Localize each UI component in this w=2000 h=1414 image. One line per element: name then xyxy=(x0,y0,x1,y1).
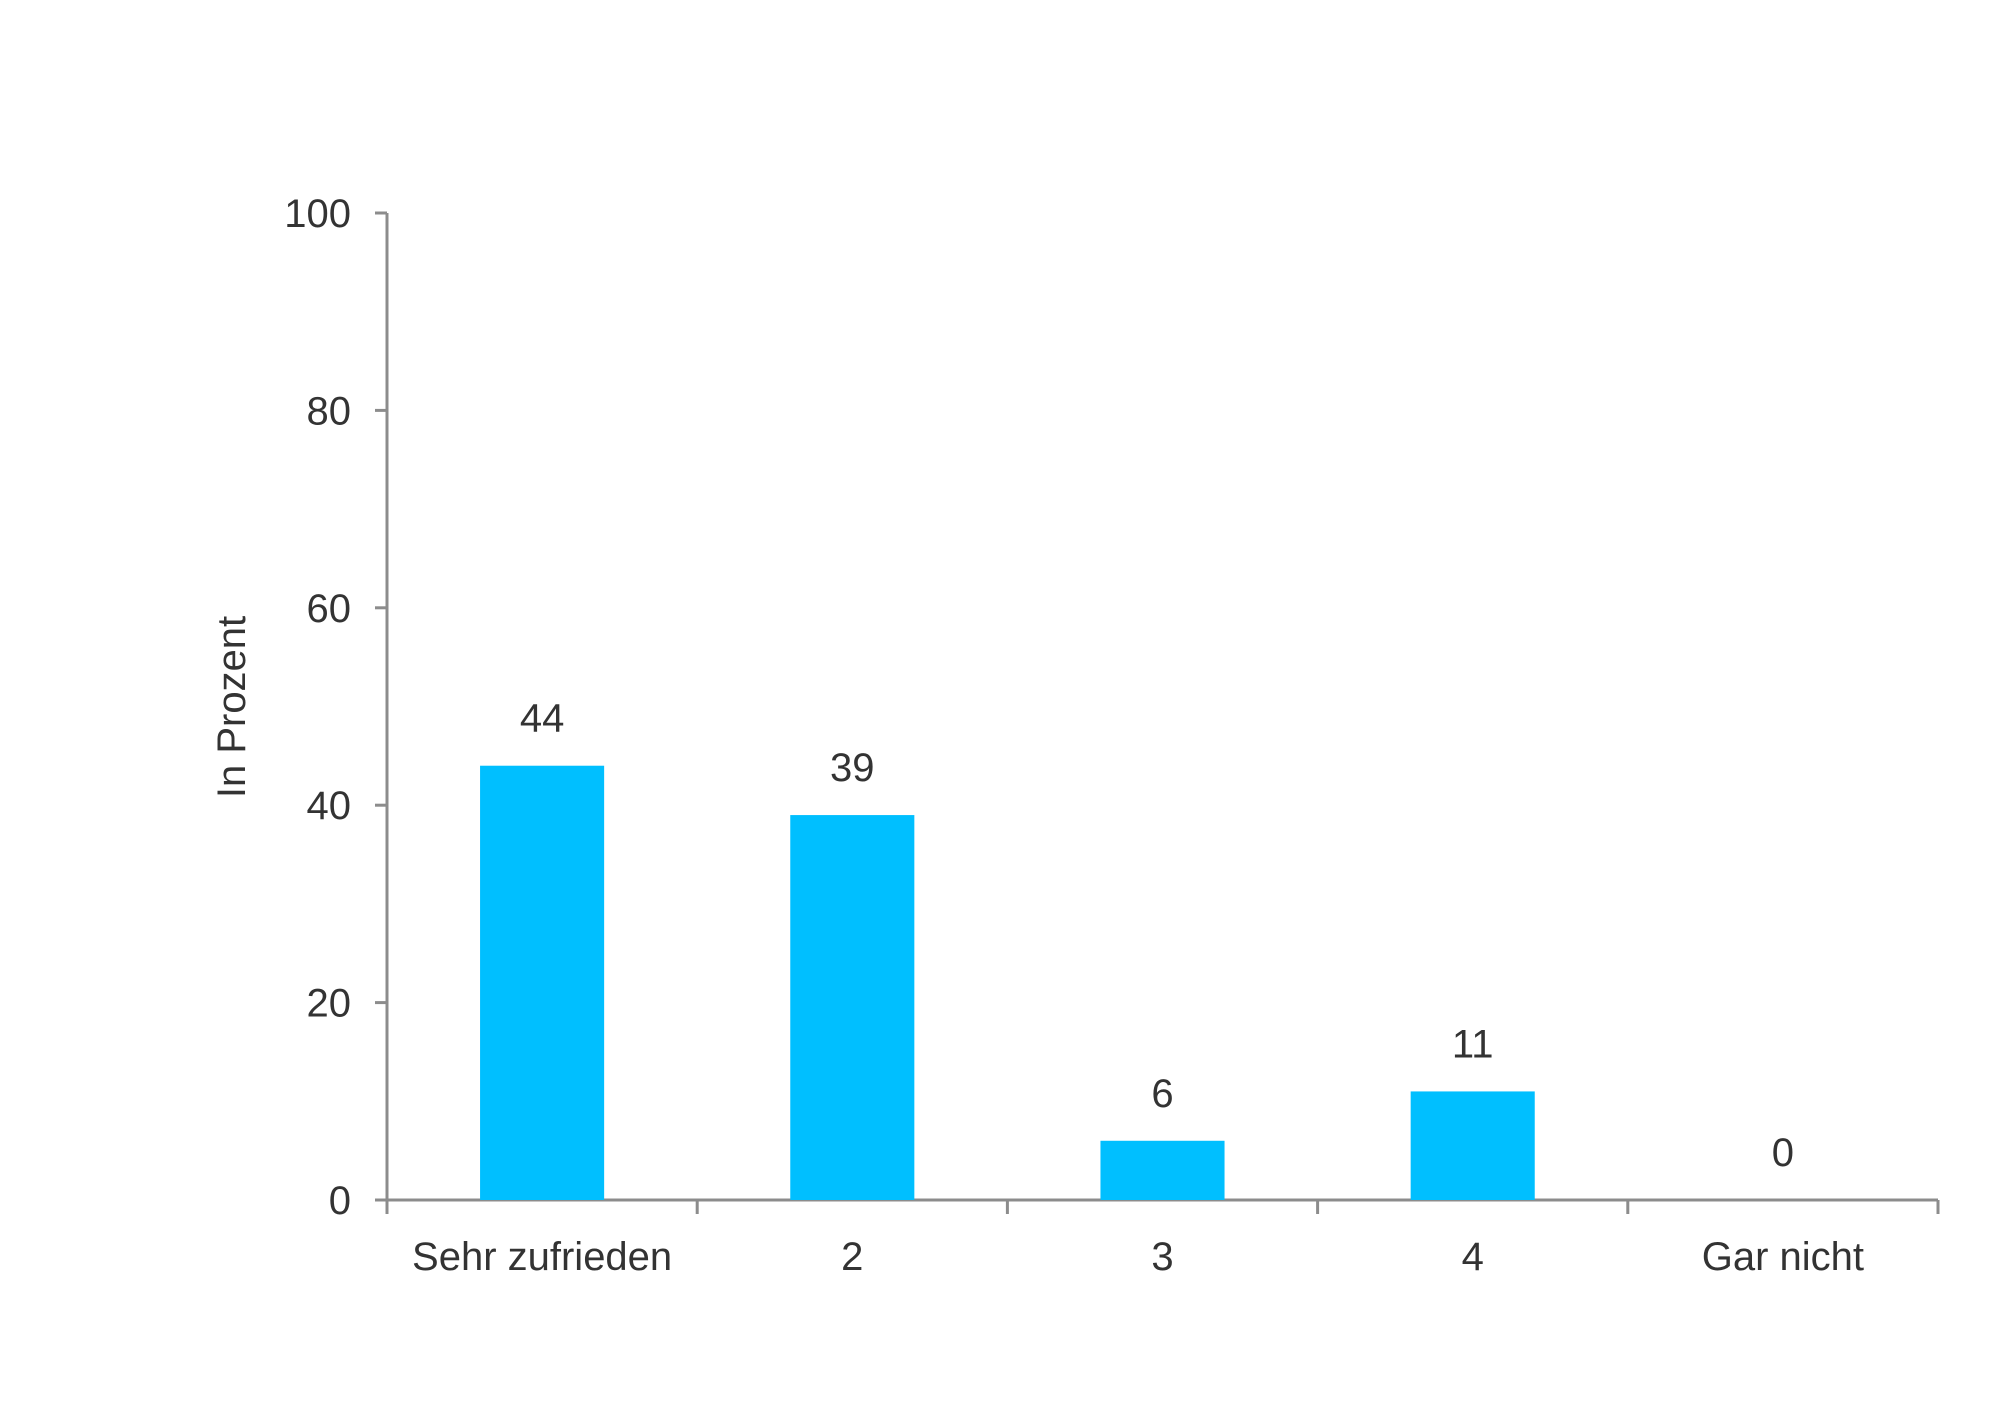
y-tick-label: 40 xyxy=(307,784,352,828)
bar xyxy=(1100,1140,1225,1200)
data-label: 44 xyxy=(520,697,565,741)
x-category-label: Gar nicht xyxy=(1702,1235,1864,1279)
x-category-label: 2 xyxy=(841,1235,863,1279)
y-axis-title: In Prozent xyxy=(210,616,254,798)
y-tick-label: 60 xyxy=(307,587,352,631)
x-category-label: 3 xyxy=(1151,1235,1173,1279)
data-labels-group: 44 39 6 11 0 xyxy=(520,697,1794,1175)
bar xyxy=(1410,1091,1535,1200)
x-category-label: Sehr zufrieden xyxy=(412,1235,672,1279)
y-tick-label: 20 xyxy=(307,982,352,1026)
y-tick-label: 0 xyxy=(329,1179,351,1223)
y-axis: 0 20 40 60 80 100 xyxy=(284,192,389,1223)
y-tick-label: 100 xyxy=(284,192,351,236)
bars-group xyxy=(480,765,1535,1200)
data-label: 11 xyxy=(1452,1022,1494,1066)
data-label: 39 xyxy=(830,746,875,790)
bar xyxy=(480,765,605,1200)
data-label: 6 xyxy=(1151,1072,1173,1116)
bar xyxy=(790,815,915,1200)
x-axis: Sehr zufrieden 2 3 4 Gar nicht xyxy=(385,1198,1940,1279)
x-category-label: 4 xyxy=(1462,1235,1484,1279)
data-label: 0 xyxy=(1772,1131,1794,1175)
y-tick-label: 80 xyxy=(307,389,352,433)
